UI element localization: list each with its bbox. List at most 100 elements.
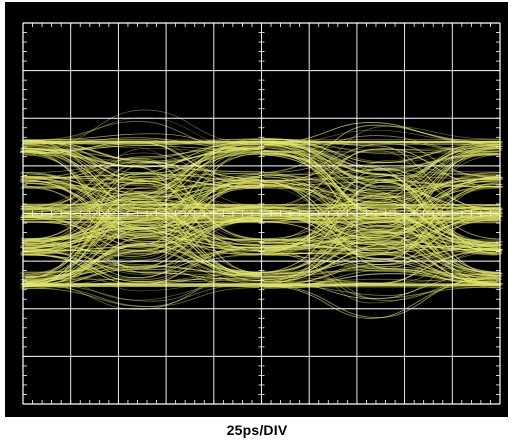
eye-trace — [21, 161, 259, 175]
eye-trace — [260, 214, 499, 244]
eye-trace — [24, 273, 261, 289]
eye-trace — [22, 172, 263, 213]
eye-trace — [264, 213, 503, 284]
eye-trace — [24, 147, 261, 250]
eye-trace — [25, 140, 261, 240]
eye-trace — [260, 179, 502, 274]
eye-trace — [259, 145, 504, 194]
eye-trace — [263, 145, 503, 198]
eye-trace — [19, 145, 259, 153]
eye-trace — [260, 251, 500, 299]
eye-trace — [262, 176, 499, 256]
eye-trace — [25, 177, 265, 233]
eye-trace — [259, 215, 502, 255]
eye-trace — [263, 142, 502, 277]
eye-trace — [23, 273, 262, 308]
eye-trace — [22, 147, 261, 210]
eye-traces — [19, 109, 504, 319]
eye-trace — [261, 153, 502, 187]
eye-trace — [25, 148, 262, 214]
eye-trace — [24, 218, 262, 252]
eye-trace — [21, 147, 264, 217]
eye-trace — [261, 248, 502, 285]
eye-trace — [23, 153, 262, 243]
eye-trace — [262, 214, 500, 279]
eye-trace — [25, 204, 261, 255]
eye-trace — [261, 143, 498, 211]
eye-trace — [21, 185, 263, 278]
eye-trace — [25, 148, 260, 244]
eye-trace — [262, 182, 500, 275]
eye-trace — [23, 253, 261, 283]
eye-trace — [22, 242, 262, 282]
eye-trace — [24, 180, 265, 219]
eye-trace — [259, 172, 502, 275]
eye-trace — [260, 144, 501, 196]
eye-trace — [20, 176, 263, 284]
eye-trace — [258, 122, 503, 145]
eye-trace — [25, 181, 261, 278]
eye-trace — [263, 139, 500, 246]
eye-trace — [20, 150, 263, 222]
eye-trace — [258, 148, 503, 210]
eye-trace — [259, 145, 498, 248]
eye-diagram-plot — [5, 2, 508, 417]
eye-trace — [262, 174, 504, 242]
eye-trace — [259, 138, 502, 178]
eye-trace — [262, 248, 500, 296]
eye-trace — [259, 186, 498, 288]
eye-trace — [259, 240, 503, 254]
eye-trace — [20, 172, 263, 218]
x-axis-label: 25ps/DIV — [226, 422, 288, 438]
eye-trace — [264, 238, 500, 284]
eye-trace — [23, 249, 260, 287]
eye-trace — [263, 203, 499, 244]
eye-trace — [25, 240, 260, 288]
eye-trace — [24, 280, 264, 285]
eye-trace — [20, 275, 263, 301]
eye-trace — [20, 148, 265, 240]
eye-trace — [260, 153, 498, 254]
eye-trace — [263, 174, 498, 253]
eye-trace — [22, 183, 263, 282]
eye-trace — [22, 143, 260, 189]
eye-trace — [24, 184, 263, 281]
eye-trace — [259, 149, 503, 243]
eye-trace — [259, 151, 500, 248]
eye-trace — [22, 223, 261, 275]
eye-trace — [24, 117, 260, 150]
eye-trace — [22, 173, 264, 285]
eye-trace — [264, 179, 501, 218]
eye-trace — [262, 206, 503, 234]
eye-trace — [24, 214, 265, 269]
eye-trace — [20, 284, 260, 307]
eye-trace — [21, 183, 263, 190]
scope-display — [5, 2, 508, 417]
eye-trace — [259, 214, 500, 250]
eye-trace — [260, 135, 499, 155]
eye-trace — [260, 141, 503, 251]
eye-trace — [21, 147, 259, 185]
eye-trace — [258, 276, 498, 319]
eye-trace — [24, 272, 260, 302]
eye-trace — [261, 129, 501, 145]
eye-trace — [260, 248, 502, 268]
eye-trace — [24, 265, 261, 277]
eye-trace — [262, 241, 503, 251]
eye-trace — [262, 204, 502, 249]
eye-trace — [259, 147, 502, 218]
eye-trace — [260, 142, 501, 247]
eye-trace — [25, 120, 259, 151]
eye-trace — [21, 214, 264, 240]
graticule — [22, 22, 501, 405]
eye-trace — [261, 214, 499, 260]
eye-trace — [260, 140, 502, 286]
eye-trace — [25, 182, 261, 210]
eye-trace — [262, 231, 503, 250]
eye-trace — [20, 198, 263, 220]
eye-trace — [20, 180, 262, 277]
eye-trace — [262, 148, 504, 188]
eye-trace — [262, 268, 498, 278]
eye-trace — [21, 179, 265, 283]
eye-trace — [263, 207, 501, 244]
